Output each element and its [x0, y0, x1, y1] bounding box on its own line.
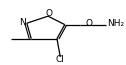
Text: Cl: Cl: [56, 55, 65, 64]
Text: NH₂: NH₂: [107, 19, 124, 28]
Text: O: O: [86, 19, 93, 28]
Text: O: O: [46, 9, 53, 18]
Text: N: N: [19, 18, 26, 27]
